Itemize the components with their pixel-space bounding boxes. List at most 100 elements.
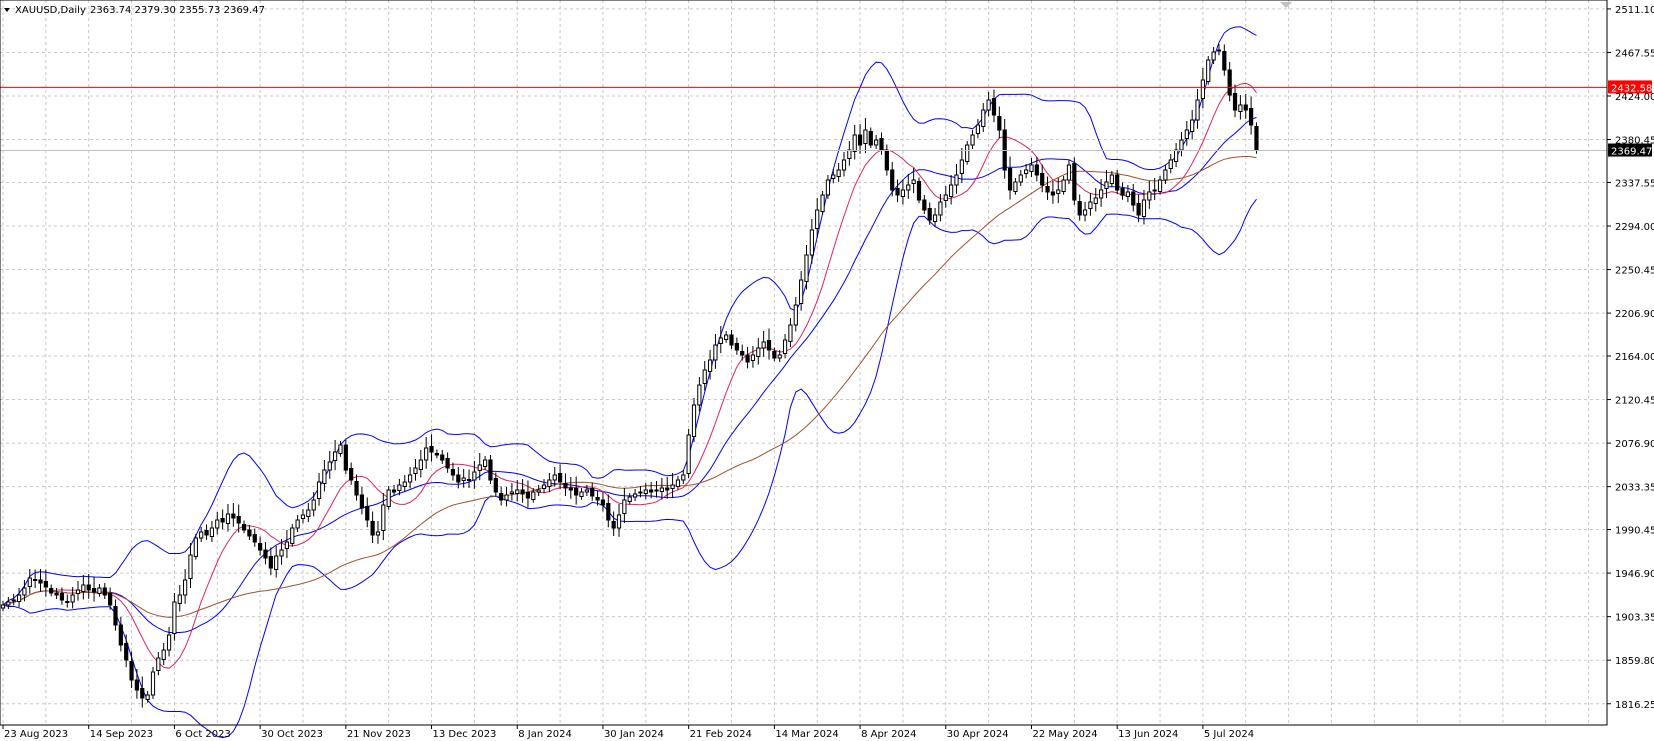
candle-body [413,467,418,474]
dropdown-triangle-icon[interactable] [4,8,10,12]
candle-body [815,209,820,229]
candle-body [718,337,723,344]
x-tick-label: 30 Jan 2024 [604,729,664,740]
candle-body [33,579,38,581]
candle-body [697,384,702,406]
candle-body [220,518,225,523]
candle-body [782,339,788,354]
candle-body [38,579,43,584]
candle-body [1216,49,1222,52]
candle-body [841,159,847,171]
current-price-tag [1608,143,1652,157]
candle-body [54,592,59,596]
candle-body [1157,179,1163,192]
candle-body [766,340,772,351]
candle-body [965,144,970,162]
candle-body [729,334,734,346]
candle-body [327,461,332,471]
candle-body [81,584,86,592]
candle-body [632,493,638,498]
candle-body [209,527,215,537]
candle-body [809,229,814,256]
candle-body [1002,129,1007,171]
candle-body [22,587,27,596]
candle-body [868,131,873,146]
candle-body [434,453,439,456]
candle-body [890,169,895,191]
candle-body [65,601,70,603]
shift-marker-icon[interactable] [1280,2,1292,8]
candle-body [922,199,927,211]
ohlc-header: 2363.74 2379.30 2355.73 2369.47 [90,5,265,16]
candle-body [1082,209,1088,216]
candle-body [252,534,257,543]
candle-body [113,606,118,626]
x-tick-label: 23 Aug 2023 [4,729,68,740]
candle-body [488,459,493,481]
candle-body [156,657,161,671]
candle-body [118,624,123,646]
candle-body [991,98,997,116]
candle-body [847,149,852,159]
candle-body [943,194,948,201]
candle-body [493,478,498,493]
candle-body [681,474,686,481]
x-tick-label: 14 Sep 2023 [90,729,153,740]
candle-body [959,159,964,174]
candle-body [161,649,166,660]
candle-body [986,99,991,111]
candle-body [670,484,675,489]
candle-body [541,484,547,489]
candle-body [91,588,97,593]
candle-body [831,174,836,179]
candle-body [954,174,959,186]
candle-body [1018,174,1023,183]
candle-body [124,643,129,661]
candle-body [606,503,611,521]
candle-body [702,369,707,384]
candle-body [391,489,397,493]
y-tick-label: 2076.90 [1615,439,1654,450]
x-tick-label: 22 May 2024 [1032,729,1097,740]
candle-body [290,527,295,544]
y-tick-label: 1990.45 [1615,526,1654,537]
candle-body [397,484,402,491]
candle-body [1174,149,1179,162]
candle-body [1029,164,1034,172]
x-tick-label: 30 Oct 2023 [261,729,323,740]
candle-body [649,489,654,493]
candle-body [1120,188,1125,196]
time-axis: 23 Aug 2023 14 Sep 2023 6 Oct 2023 30 Oct 2… [2,725,1254,740]
candle-body [1040,173,1045,186]
candle-body [895,188,900,196]
bollinger-upper-line [2,26,1257,606]
x-tick-label: 14 Mar 2024 [775,729,838,740]
price-axis: 2511.10 2467.55 2424.00 2380.45 2337.55 2294.… [1607,5,1654,711]
candle-body [745,354,750,363]
candle-body [1088,201,1093,209]
candle-body [108,593,113,606]
candle-body [900,189,906,197]
candle-body [129,661,134,681]
candle-body [27,577,32,587]
y-tick-label: 2380.45 [1615,136,1654,147]
candle-body [499,493,504,501]
candle-body [975,124,981,134]
candle-body [370,521,375,536]
y-tick-label: 2337.55 [1615,178,1654,189]
candle-body [627,496,632,502]
candle-body [616,514,622,529]
candle-body [515,489,520,494]
candle-body [16,594,22,602]
candle-body [172,601,177,634]
candle-body [402,481,407,487]
candle-body [300,514,306,519]
candle-body [316,481,322,499]
candle-body [836,169,841,177]
candle-body [1243,104,1248,111]
candle-body [263,549,268,559]
candle-body [241,524,247,531]
candle-body [338,444,343,454]
